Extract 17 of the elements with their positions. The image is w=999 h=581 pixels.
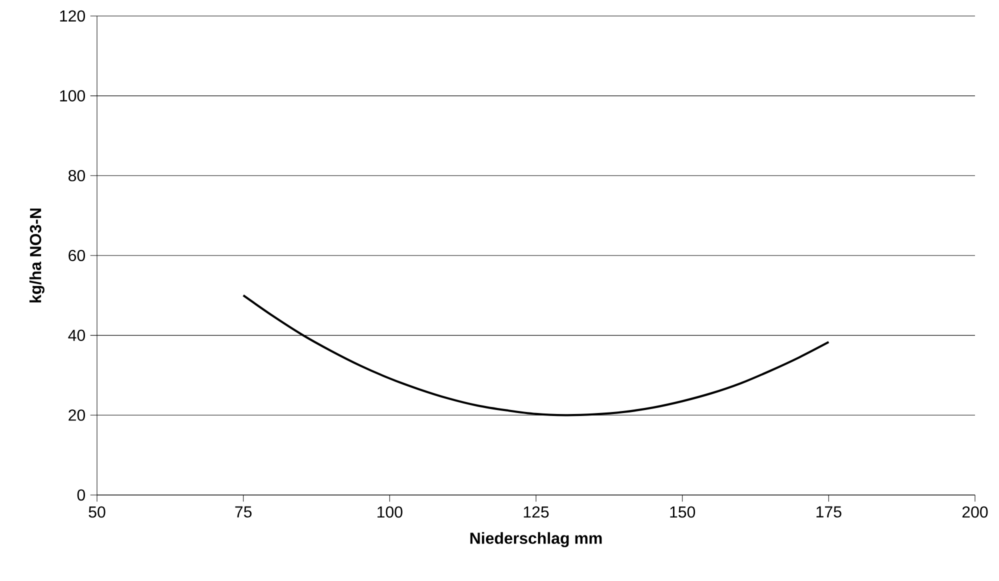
x-tick-label: 175 <box>816 506 842 518</box>
x-axis-title: Niederschlag mm <box>470 532 602 548</box>
y-tick-label: 100 <box>60 90 86 102</box>
x-tick-label: 150 <box>670 506 696 518</box>
line-series <box>242 294 830 416</box>
x-tick-label: 125 <box>524 506 549 518</box>
y-tick-label: 40 <box>68 330 86 341</box>
x-tick-label: 75 <box>235 506 252 518</box>
x-tick-label: 50 <box>88 506 106 518</box>
y-tick-label: 60 <box>68 250 86 262</box>
y-axis-title: kg/ha NO3-N <box>29 208 44 302</box>
y-tick-label: 0 <box>77 489 86 501</box>
y-tick-label: 120 <box>60 10 86 22</box>
y-tick-label: 20 <box>68 409 86 421</box>
x-tick-label: 200 <box>962 506 988 518</box>
x-tick-label: 100 <box>378 506 402 518</box>
y-tick-label: 80 <box>68 170 86 182</box>
